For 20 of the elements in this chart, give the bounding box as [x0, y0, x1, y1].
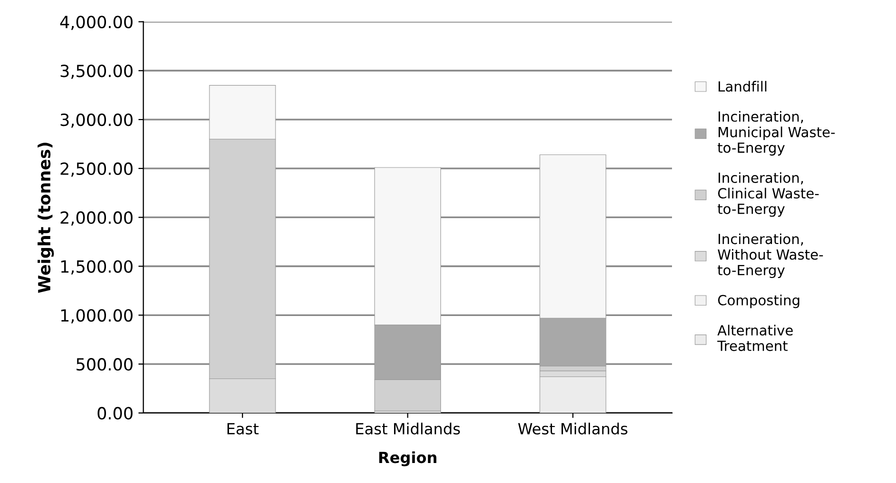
legend-label: Composting [718, 294, 800, 308]
y-tick-label: 2,000.00 [60, 211, 133, 226]
x-axis-title: Region [379, 451, 436, 466]
y-tick-label: 500.00 [76, 358, 133, 371]
x-tick-label: West Midlands [518, 422, 628, 435]
legend-label: Incineration, Clinical Waste-to-Energy [718, 172, 819, 217]
y-axis-title: Weight (tonnes) [38, 142, 54, 293]
x-tick-label: East Midlands [356, 422, 460, 435]
legend-label: Alternative Treatment [717, 324, 793, 352]
y-tick-label: 0.00 [98, 406, 133, 420]
legend-label: Incineration, Without Waste-to-Energy [718, 233, 823, 278]
y-tick-label: 2,500.00 [60, 162, 133, 177]
y-tick-label: 4,000.00 [60, 16, 133, 30]
y-tick-label: 3,500.00 [60, 64, 133, 79]
y-tick-label: 3,000.00 [60, 114, 133, 128]
x-tick-label: East [227, 423, 259, 435]
legend-label: Incineration, Municipal Waste-to-Energy [718, 111, 835, 156]
y-tick-label: 1,500.00 [61, 260, 133, 275]
y-tick-label: 1,000.00 [61, 309, 133, 324]
legend-label: Landfill [718, 80, 766, 92]
